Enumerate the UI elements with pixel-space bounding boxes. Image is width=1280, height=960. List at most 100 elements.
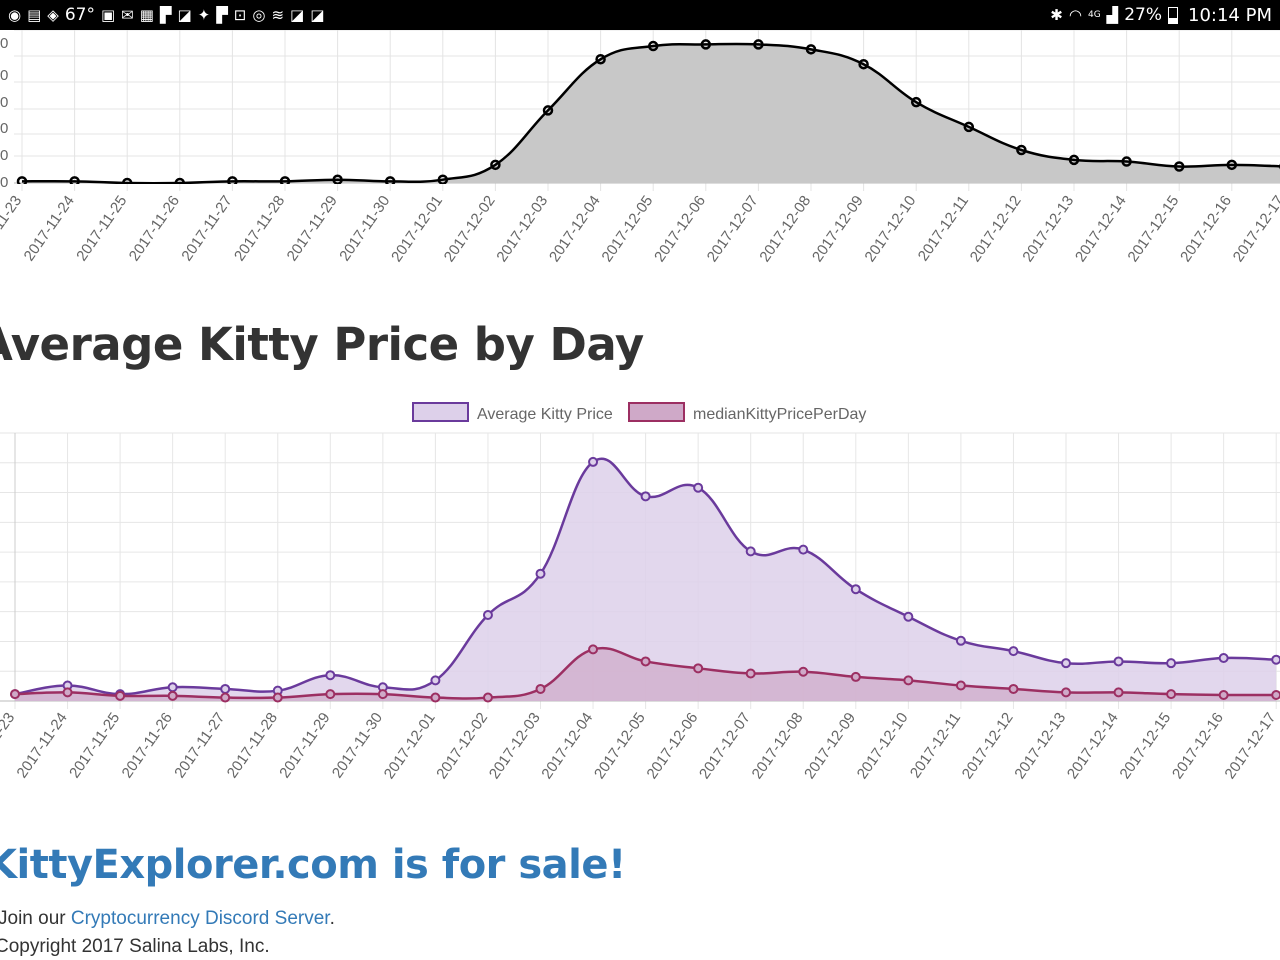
data-point [647,40,659,52]
x-tick-label: 2017-12-09 [809,193,867,266]
x-tick-label: 2017-11-28 [231,193,288,265]
temperature: 67° [64,5,95,25]
x-tick-label: 2017-12-08 [749,710,807,783]
data-point [332,174,343,184]
data-point [910,96,922,108]
x-tick-label: 2017-12-08 [756,193,814,266]
status-bar-right: ✱ ◠ 4G ▟ 27% 10:14 PM [1042,0,1280,30]
data-point [1113,687,1124,698]
y-tick-label: 0 [0,35,8,52]
clock: 10:14 PM [1188,4,1272,26]
x-tick-label: 2017-12-06 [643,710,701,783]
data-point [903,675,914,686]
data-point [430,675,441,686]
discord-link[interactable]: Cryptocurrency Discord Server [70,908,330,929]
data-point [745,546,756,557]
data-point [174,177,186,184]
x-tick-label: 2017-12-11 [915,193,972,265]
data-point [167,690,178,701]
data-point [62,687,73,698]
data-point [1016,144,1027,156]
data-point [1113,656,1124,667]
data-point [115,690,126,701]
data-point [693,663,704,674]
data-point [798,544,809,555]
game-icon: ✦ [197,6,211,24]
x-tick-label: 2017-12-13 [1011,710,1069,783]
data-point [430,692,441,703]
data-point [1218,653,1229,663]
x-tick-label: 2017-12-09 [801,710,859,783]
data-point [1061,658,1071,669]
data-point [1271,654,1280,665]
data-point [437,174,449,184]
x-tick-label: 2017-12-12 [967,193,1025,266]
data-point [1166,689,1177,700]
x-tick-label: 2017-12-10 [862,193,920,266]
battery-icon [1168,6,1179,24]
kitty-sales-chart: 0000002017-11-232017-11-242017-11-252017… [0,30,1280,266]
status-bar-left: ◉ ▤ ◈ 67° ▣ ✉ ▦ ▛ ◪ ✦ ▛ ⊡ ◎ ≋ ◪ ◪ [0,0,332,30]
vpn-icon: ◎ [252,6,266,24]
x-tick-label: 2017-11-30 [336,193,393,265]
lock-icon: ⊡ [233,6,247,24]
join-prefix: Join our [0,908,71,929]
lte-icon: 4G [1087,10,1101,20]
data-point [227,176,238,184]
data-point [167,682,178,693]
x-tick-label: 2017-11-24 [21,193,78,265]
data-point [279,176,291,184]
data-point [272,692,283,703]
data-point [121,177,133,184]
x-tick-label: 2017-12-03 [493,193,551,266]
x-tick-label: 2017-12-03 [486,710,544,783]
x-tick-label: 2017-12-14 [1064,710,1122,783]
y-tick-label: 0 [0,94,8,111]
data-point [325,689,336,700]
x-tick-label: 2017-11-29 [276,710,333,782]
data-point [1121,156,1132,167]
data-point [1068,154,1080,166]
finance-icon: ◪ [177,6,192,24]
page-title: Average Kitty Price by Day [0,318,644,371]
x-tick-label: 2017-11-27 [171,710,228,782]
data-point [595,54,606,65]
data-point [805,44,817,55]
gamepad-icon: ◈ [47,6,59,24]
amazon-icon: ≋ [271,6,285,24]
x-tick-label: 2017-12-14 [1072,193,1130,266]
x-tick-label: 2017-12-13 [1019,193,1077,266]
data-point [482,692,493,703]
series-area [15,458,1277,701]
data-point [858,58,869,70]
data-point [1008,646,1019,657]
data-point [850,671,861,682]
x-tick-label: 2017-12-15 [1116,710,1174,783]
x-tick-label: 2017-11-24 [14,710,71,782]
data-point [588,456,599,467]
data-point [482,610,493,620]
data-point [963,121,975,133]
series-0 [10,456,1280,701]
flipboard-icon: ▛ [216,6,228,24]
x-tick-label: 2017-12-04 [538,710,596,783]
x-tick-label: 2017-11-30 [329,710,386,782]
x-tick-label: 2017-12-02 [433,710,491,783]
data-point [588,644,599,655]
finance-icon: ◪ [310,6,325,24]
average-kitty-price-chart: Average Kitty Price medianKittyPricePerDa… [0,402,1280,783]
signal-icon: ▟ [1106,6,1119,24]
data-point [955,680,966,691]
x-tick-label: 2017-12-04 [546,193,604,266]
data-point [1166,658,1177,669]
x-tick-label: 2017-11-26 [119,710,176,782]
x-tick-label: 2017-12-16 [1177,193,1235,266]
legend-item: Average Kitty Price [412,402,613,423]
battery-percent: 27% [1124,5,1163,25]
status-bar: ◉ ▤ ◈ 67° ▣ ✉ ▦ ▛ ◪ ✦ ▛ ⊡ ◎ ≋ ◪ ◪ ✱ ◠ 4G… [0,0,1280,30]
data-point [1218,689,1229,700]
x-tick-label: 2017-12-11 [907,710,964,782]
x-tick-label: 2017-11-28 [224,710,281,782]
data-point [384,176,396,184]
x-tick-label: 2017-12-01 [388,193,446,266]
